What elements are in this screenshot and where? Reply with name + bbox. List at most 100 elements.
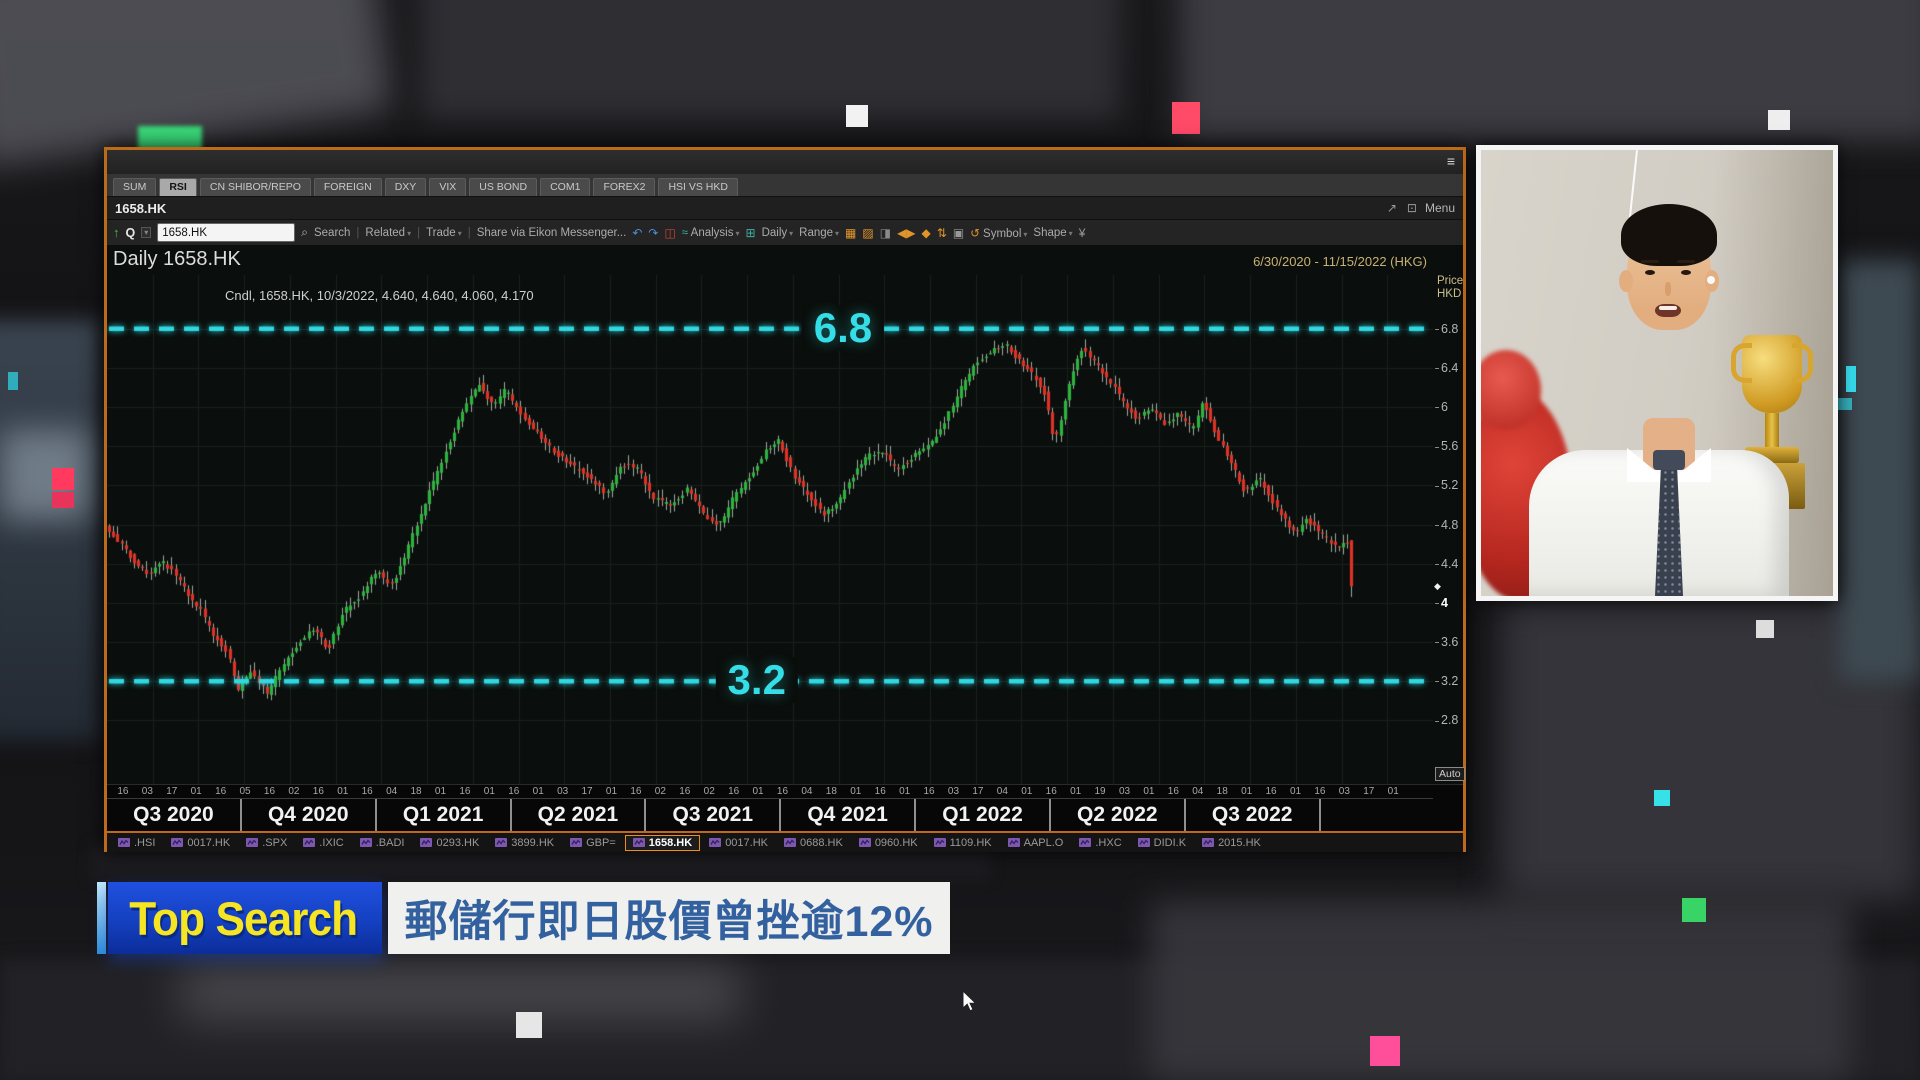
chart-type-icon[interactable]: ▦ [845,225,857,240]
share-messenger-button[interactable]: Share via Eikon Messenger... [476,226,627,239]
mini-chart-icon [495,838,508,847]
instrument-tab--hsi[interactable]: .HSI [111,836,162,850]
last-price-marker-icon: ◆ [1434,581,1441,592]
x-minor-tick: 16 [630,786,642,797]
x-minor-tick: 18 [410,786,422,797]
analysis-menu[interactable]: ≈ Analysis ▾ [681,226,740,239]
price-tick-6: 6 [1435,400,1448,414]
x-minor-tick: 04 [996,786,1008,797]
red-plush-lobe [1481,350,1541,430]
quarter-label-q3-2020: Q3 2020 [107,799,242,831]
chart-style-icon[interactable]: ▨ [862,225,874,240]
undo-icon[interactable]: ↶ [632,225,643,240]
instrument-tab-aapl-o[interactable]: AAPL.O [1001,836,1071,850]
workspace-tab-vix[interactable]: VIX [429,178,467,196]
price-axis-title-line2: HKD [1437,288,1462,300]
range-menu[interactable]: Range ▾ [799,226,840,239]
scale-icon[interactable]: ⇅ [936,225,947,240]
quarter-label-q2-2022: Q2 2022 [1051,799,1186,831]
dropdown-caret-icon: ▾ [1068,228,1073,238]
symbol-input[interactable] [157,223,296,242]
mini-chart-icon [858,838,871,847]
quarter-label-q3-2022: Q3 2022 [1186,799,1321,831]
workspace-tab-us-bond[interactable]: US BOND [469,178,538,196]
workspace-tab-forex2[interactable]: FOREX2 [593,178,656,196]
symbol-menu-icon: ↺ [970,227,984,240]
symbol-menu[interactable]: ↺ Symbol ▾ [970,227,1028,240]
instrument-tab-1658-hk[interactable]: 1658.HK [624,834,701,851]
mini-chart-icon [246,838,259,847]
x-minor-tick: 18 [1216,786,1228,797]
mini-chart-icon [784,838,796,847]
instrument-tab-2015-hk[interactable]: 2015.HK [1195,836,1268,850]
x-minor-tick: 17 [972,786,984,797]
instrument-tab-didi-k[interactable]: DIDI.K [1131,836,1193,850]
instrument-tab-gbp-[interactable]: GBP= [563,836,623,850]
instrument-tab-0017-hk[interactable]: 0017.HK [164,836,237,850]
instrument-tab-0960-hk[interactable]: 0960.HK [852,836,925,850]
instrument-tab-1109-hk[interactable]: 1109.HK [927,836,999,850]
mini-chart-icon [632,838,645,847]
mini-chart-icon [420,838,433,847]
currency-icon[interactable]: ¥ [1078,225,1086,240]
redo-icon[interactable]: ↷ [648,225,659,240]
hamburger-menu-icon[interactable]: ≡ [1446,153,1455,169]
chart-title: Daily 1658.HK [113,248,241,270]
shape-menu[interactable]: Shape ▾ [1033,226,1073,239]
instrument-tab-0688-hk[interactable]: 0688.HK [777,836,850,850]
eikon-terminal-window: ≡ SUM RSI CN SHIBOR/REPO FOREIGN DXY VIX US BO… [104,147,1466,1012]
x-minor-tick: 16 [679,786,691,797]
workspace-tab-rsi[interactable]: RSI [159,178,197,196]
background-blob [1150,900,1850,1080]
x-minor-tick: 05 [239,786,251,797]
price-tick-6.4: 6.4 [1435,361,1458,375]
workspace-tab-dxy[interactable]: DXY [384,178,427,196]
price-tick-3.6: 3.6 [1435,635,1458,649]
chart-region: Daily 1658.HK 6/30/2020 - 11/15/2022 (HK… [107,246,1465,1012]
x-minor-tick: 01 [752,786,764,797]
related-menu[interactable]: Related ▾ [365,226,412,239]
quote-button[interactable]: Q [125,225,136,240]
workspace-tab-hsi-vs-hkd[interactable]: HSI VS HKD [658,178,738,196]
mini-chart-icon [1137,838,1150,847]
x-minor-tick: 01 [1387,786,1399,797]
workspace-tab-com1[interactable]: COM1 [540,178,591,196]
workspace-tab-cn-shibor-repo[interactable]: CN SHIBOR/REPO [199,178,311,196]
search-icon[interactable]: ⌕ [301,225,308,239]
price-up-arrow-icon: ↑ [113,225,120,240]
quote-dropdown-icon[interactable]: ▾ [141,227,152,238]
x-minor-tick: 03 [1338,786,1350,797]
toolbar-separator: | [417,226,421,239]
panel-layout-icon[interactable]: ◨ [879,225,892,240]
instrument-tab--badi[interactable]: .BADI [353,836,412,850]
candle-style-icon[interactable]: ◫ [664,225,676,240]
price-tick-4: 4 [1435,596,1448,610]
window-restore-icon[interactable]: ⊡ [1406,201,1417,215]
popout-icon[interactable]: ↗ [1386,201,1397,215]
price-tick-6.8: 6.8 [1435,322,1458,336]
mini-chart-icon [709,838,722,847]
workspace-tab-sum[interactable]: SUM [113,178,157,196]
instrument-tab--spx[interactable]: .SPX [239,836,294,850]
instrument-tab--ixic[interactable]: .IXIC [296,836,350,850]
quarter-label-q2-2021: Q2 2021 [512,799,647,831]
zoom-horizontal-icon[interactable]: ◀▶ [897,225,916,240]
axis-auto-button[interactable]: Auto [1435,767,1465,781]
trade-menu[interactable]: Trade ▾ [426,226,462,239]
x-axis-quarter-labels: Q3 2020 Q4 2020 Q1 2021 Q2 2021 Q3 2021 Q4 20… [107,798,1433,831]
interval-menu[interactable]: Daily ▾ [761,226,794,239]
instrument-tab--hxc[interactable]: .HXC [1072,836,1128,850]
layout-grid-icon[interactable]: ⊞ [745,225,756,240]
candlestick-chart-canvas[interactable] [107,275,1433,784]
instrument-tab-0293-hk[interactable]: 0293.HK [413,836,486,850]
instrument-tab-0017-hk[interactable]: 0017.HK [702,836,775,850]
x-minor-tick: 16 [1265,786,1277,797]
search-menu[interactable]: Search [313,226,351,239]
select-region-icon[interactable]: ▣ [952,225,965,240]
marker-icon[interactable]: ◆ [921,225,931,240]
instrument-tab-3899-hk[interactable]: 3899.HK [488,836,561,850]
window-menu-button[interactable]: Menu [1424,201,1455,215]
workspace-tab-foreign[interactable]: FOREIGN [313,178,382,196]
mini-chart-icon [303,838,316,847]
